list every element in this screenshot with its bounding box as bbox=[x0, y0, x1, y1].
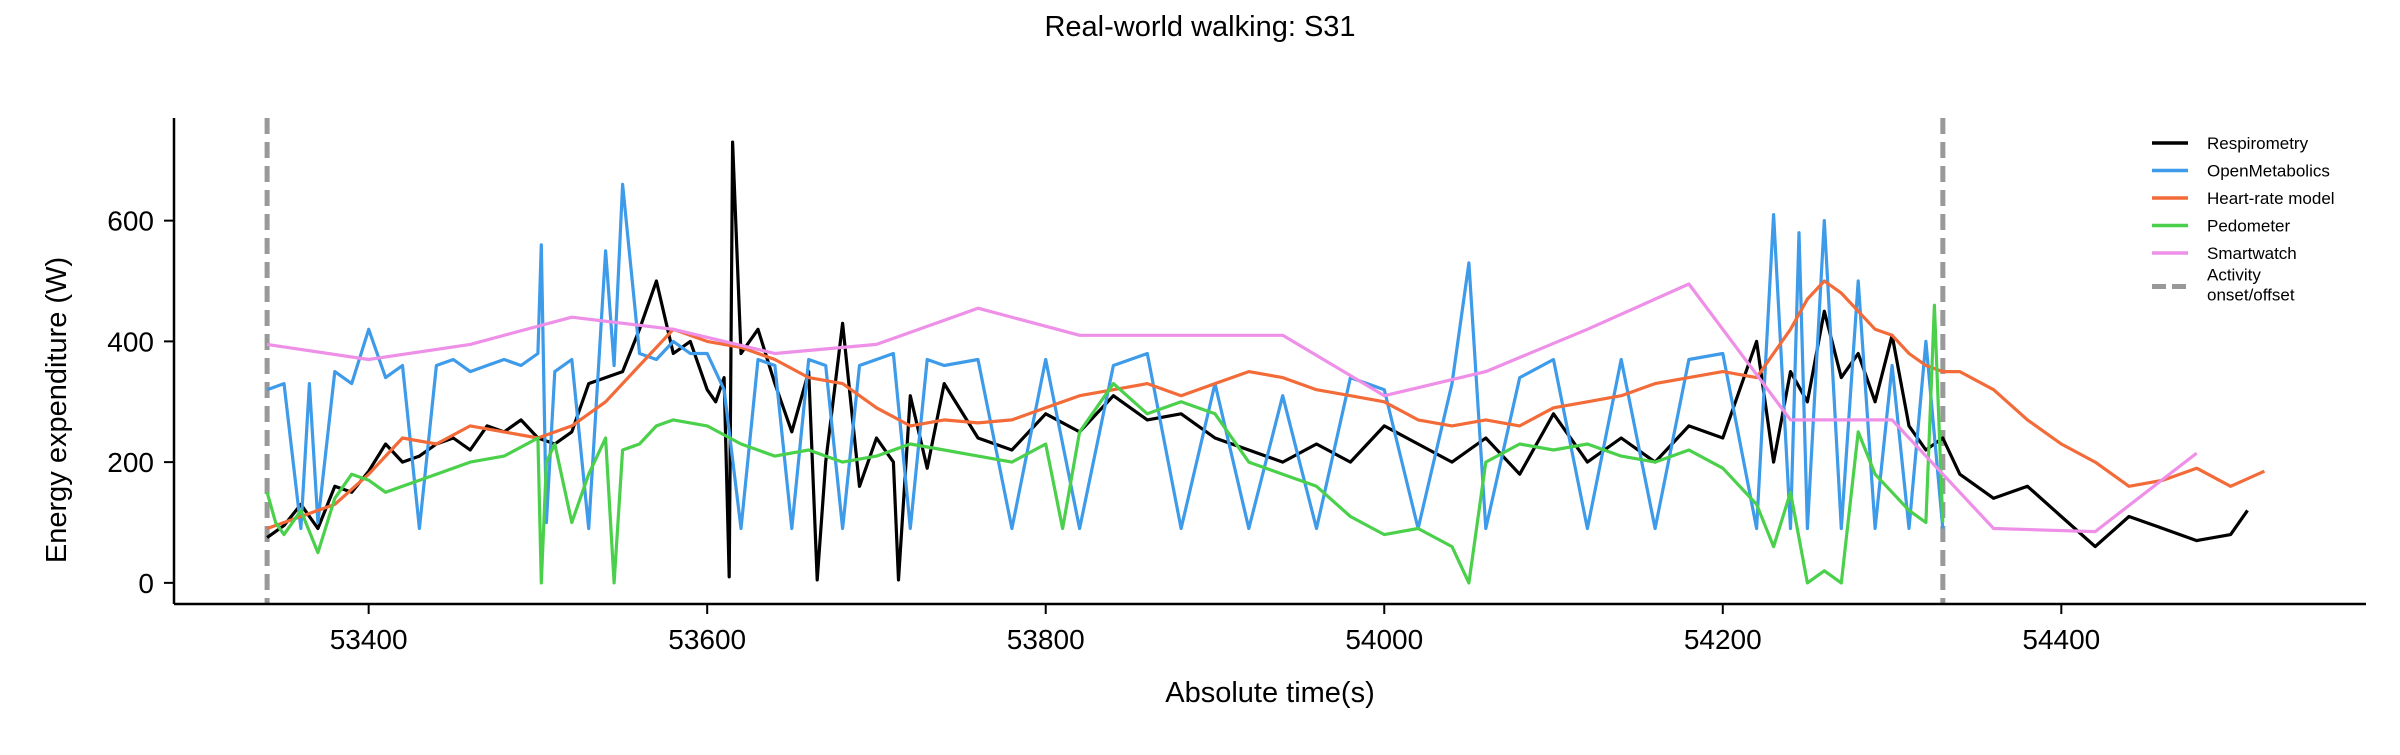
y-tick-label: 0 bbox=[138, 568, 154, 599]
series-line-smartwatch bbox=[266, 282, 2198, 534]
y-axis-label: Energy expenditure (W) bbox=[41, 257, 73, 563]
x-tick-label: 54200 bbox=[1684, 624, 1762, 655]
legend-label: Heart-rate model bbox=[2207, 189, 2335, 208]
x-axis-ticks: 53400 53600 53800 54000 54200 54400 bbox=[330, 604, 2100, 655]
series-layer bbox=[265, 140, 2266, 585]
legend-label-activity: Activity onset/offset bbox=[2207, 266, 2295, 305]
series-line-openmetabolics bbox=[266, 182, 1945, 531]
legend-label: Smartwatch bbox=[2207, 244, 2297, 263]
y-tick-label: 600 bbox=[107, 206, 154, 237]
x-tick-label: 53600 bbox=[668, 624, 746, 655]
legend: Respirometry OpenMetabolics Heart-rate mod… bbox=[2152, 134, 2335, 305]
chart-title: Real-world walking: S31 bbox=[1044, 11, 1355, 43]
legend-label: Pedometer bbox=[2207, 217, 2290, 236]
activity-marker-layer bbox=[264, 118, 1946, 604]
series-line-respirometry bbox=[266, 140, 2249, 582]
y-axis-ticks: 0 200 400 600 bbox=[107, 206, 174, 599]
x-tick-label: 54000 bbox=[1345, 624, 1423, 655]
y-tick-label: 400 bbox=[107, 326, 154, 357]
x-tick-label: 53400 bbox=[330, 624, 408, 655]
legend-label: OpenMetabolics bbox=[2207, 162, 2330, 181]
x-axis-label: Absolute time(s) bbox=[1165, 677, 1375, 709]
x-tick-label: 54400 bbox=[2022, 624, 2100, 655]
y-tick-label: 200 bbox=[107, 447, 154, 478]
series-line-pedometer bbox=[265, 303, 1945, 585]
legend-label: Respirometry bbox=[2207, 134, 2309, 153]
x-tick-label: 53800 bbox=[1007, 624, 1085, 655]
